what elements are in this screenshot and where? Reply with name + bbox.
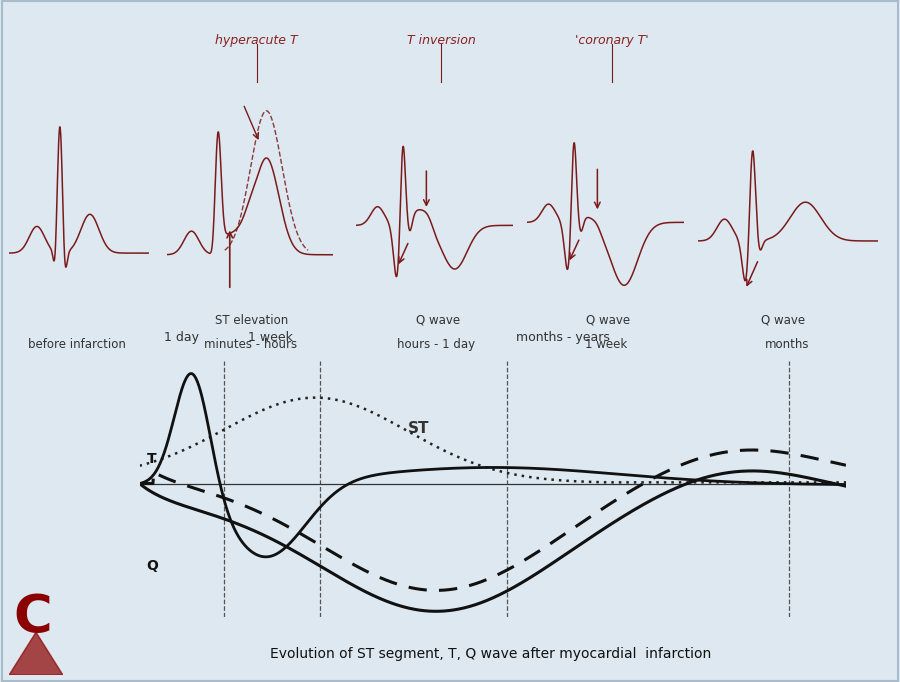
Polygon shape <box>9 632 63 675</box>
Text: Q wave: Q wave <box>760 314 806 327</box>
Text: months - years: months - years <box>517 331 610 344</box>
Text: ST elevation: ST elevation <box>215 314 289 327</box>
Text: Q: Q <box>147 559 158 573</box>
Text: hours - 1 day: hours - 1 day <box>397 338 474 351</box>
Text: before infarction: before infarction <box>28 338 125 351</box>
Text: T inversion: T inversion <box>407 34 475 47</box>
Text: Evolution of ST segment, T, Q wave after myocardial  infarction: Evolution of ST segment, T, Q wave after… <box>270 647 711 661</box>
Text: Q wave: Q wave <box>586 314 631 327</box>
Text: hyperacute T: hyperacute T <box>215 34 298 47</box>
Text: ST: ST <box>408 421 429 436</box>
Text: 1 day: 1 day <box>165 331 200 344</box>
Text: 'coronary T': 'coronary T' <box>575 34 649 47</box>
Text: 1 week: 1 week <box>248 331 292 344</box>
Text: C: C <box>14 593 52 644</box>
Text: minutes - hours: minutes - hours <box>203 338 297 351</box>
Text: months: months <box>765 338 810 351</box>
Text: T: T <box>147 451 157 466</box>
Text: 1 week: 1 week <box>585 338 626 351</box>
Text: Q wave: Q wave <box>416 314 461 327</box>
